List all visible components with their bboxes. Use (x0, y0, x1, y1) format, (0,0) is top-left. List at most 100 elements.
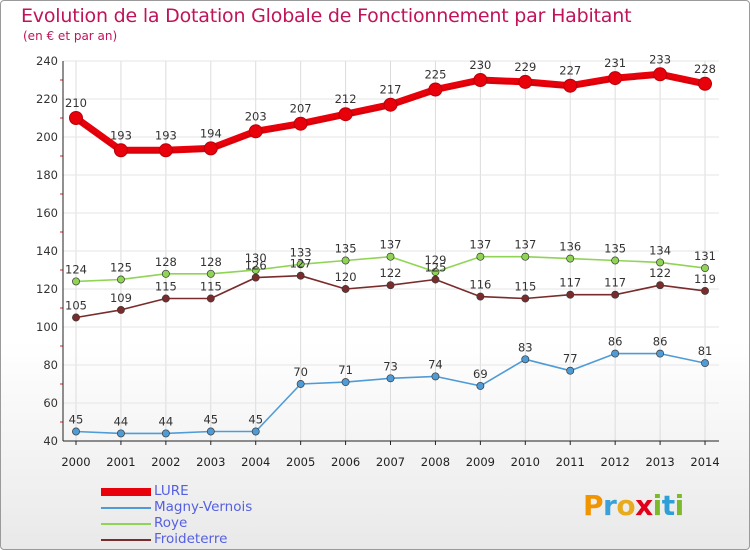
data-point (116, 429, 125, 438)
x-tick-label: 2000 (61, 455, 90, 469)
data-point (161, 269, 170, 278)
data-label: 230 (469, 58, 491, 72)
data-point (521, 294, 530, 303)
x-tick-label: 2008 (421, 455, 450, 469)
data-label: 124 (65, 262, 87, 276)
legend-swatch (101, 507, 151, 509)
data-point (296, 260, 305, 269)
data-point (611, 290, 620, 299)
data-label: 135 (604, 242, 626, 256)
data-point (476, 381, 485, 390)
data-point (566, 366, 575, 375)
y-tick-label: 160 (36, 206, 58, 220)
x-tick-label: 2005 (286, 455, 315, 469)
legend-swatch (101, 539, 151, 541)
data-point (72, 427, 80, 436)
data-point (386, 374, 395, 383)
data-label: 225 (424, 68, 446, 82)
data-point (701, 264, 709, 273)
y-tick-label: 200 (36, 130, 58, 144)
proxiti-logo: Proxiti (583, 489, 684, 522)
data-label: 212 (335, 92, 357, 106)
y-tick-label: 40 (43, 434, 58, 448)
data-point (701, 286, 709, 295)
data-label: 130 (245, 251, 267, 265)
data-label: 128 (200, 255, 222, 269)
data-point (341, 256, 350, 265)
data-label: 109 (110, 291, 132, 305)
x-tick-label: 2006 (331, 455, 360, 469)
data-label: 74 (428, 357, 443, 371)
data-label: 229 (514, 60, 536, 74)
label-layer: 45 44 44 45 45 70 71 73 74 69 83 77 86 86 81 124 125 128 1… (65, 52, 716, 428)
data-label: 73 (383, 359, 398, 373)
logo-letter: i (652, 489, 663, 522)
data-label: 137 (380, 238, 402, 252)
data-point (566, 290, 575, 299)
chart-title: Evolution de la Dotation Globale de Fonc… (21, 5, 632, 27)
data-label: 71 (338, 363, 353, 377)
data-point (521, 355, 530, 364)
y-tick-label: 140 (36, 244, 58, 258)
data-label: 233 (649, 52, 671, 66)
data-point (206, 269, 215, 278)
data-point (161, 294, 170, 303)
y-tick-label: 120 (36, 282, 58, 296)
data-point (69, 111, 83, 125)
data-point (653, 67, 668, 82)
data-label: 207 (290, 102, 312, 116)
x-tick-label: 2001 (106, 455, 135, 469)
data-point (251, 427, 260, 436)
data-point (206, 294, 215, 303)
data-label: 135 (335, 242, 357, 256)
data-point (701, 359, 709, 368)
logo-letter: x (635, 489, 653, 522)
data-point (293, 116, 308, 131)
data-point (431, 267, 440, 276)
data-label: 133 (290, 245, 312, 259)
data-point (476, 252, 485, 261)
x-tick-label: 2011 (556, 455, 585, 469)
y-tick-label: 80 (43, 358, 58, 372)
legend-label: LURE (154, 483, 189, 499)
data-point (608, 71, 623, 86)
data-point (566, 254, 575, 263)
legend-swatch (101, 523, 151, 525)
data-label: 210 (65, 96, 87, 110)
data-label: 193 (155, 128, 177, 142)
data-label: 126 (245, 259, 267, 273)
y-tick-label: 240 (36, 54, 58, 68)
data-label: 227 (559, 64, 581, 78)
data-point (341, 285, 350, 293)
legend-label: Froideterre (154, 531, 228, 547)
logo-letter: i (674, 489, 685, 522)
series-froideterre (72, 271, 709, 322)
legend-swatch (101, 488, 151, 496)
x-tick-label: 2012 (601, 455, 630, 469)
x-tick-label: 2013 (645, 455, 674, 469)
y-tick-label: 180 (36, 168, 58, 182)
series-magny-vernois (72, 349, 709, 438)
data-label: 44 (159, 414, 174, 428)
data-label: 193 (110, 128, 132, 142)
data-point (338, 107, 353, 122)
data-label: 69 (473, 367, 488, 381)
series-lure (69, 67, 713, 158)
x-tick-label: 2003 (196, 455, 225, 469)
data-point (431, 275, 440, 284)
data-point (116, 275, 125, 284)
data-label: 127 (290, 257, 312, 271)
data-point (656, 258, 665, 267)
data-label: 125 (110, 261, 132, 275)
data-label: 115 (155, 280, 177, 294)
data-label: 203 (245, 109, 267, 123)
x-tick-label: 2010 (511, 455, 540, 469)
logo-letter: r (603, 489, 617, 522)
data-label: 86 (608, 335, 623, 349)
data-point (611, 256, 620, 265)
data-label: 115 (514, 280, 536, 294)
data-label: 117 (604, 276, 626, 290)
legend-label: Roye (154, 515, 188, 531)
logo-letter: t (661, 489, 675, 522)
data-label: 137 (469, 238, 491, 252)
